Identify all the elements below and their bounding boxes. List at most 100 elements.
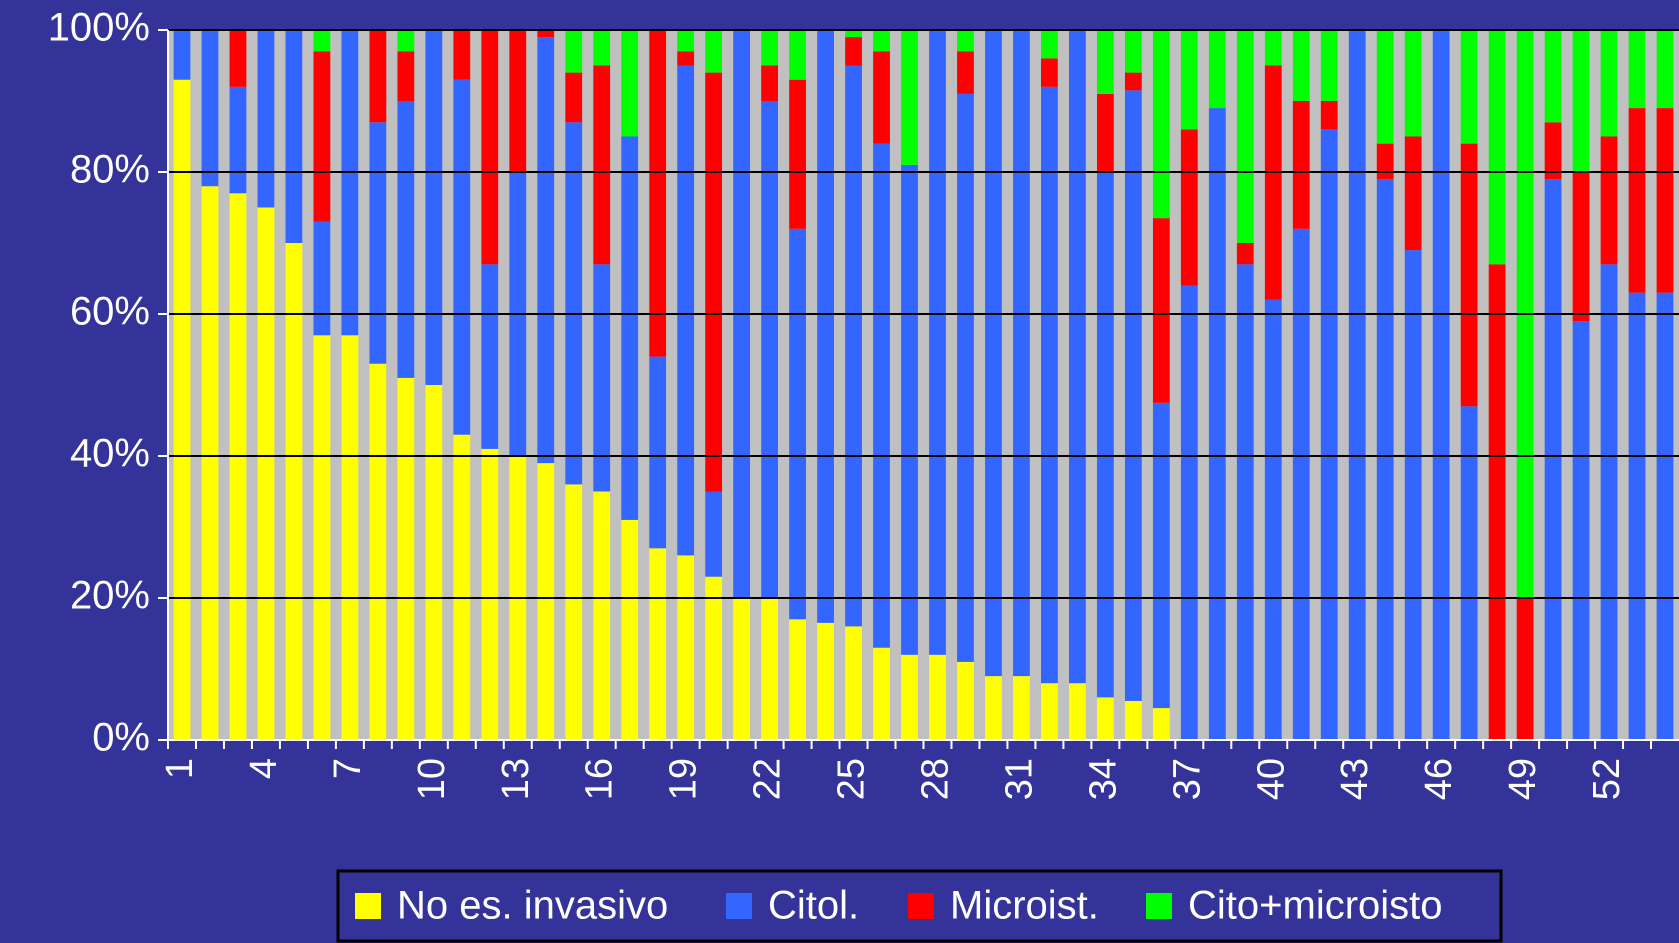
bar-segment [229,86,247,194]
bar-segment [705,491,723,577]
bar-segment [845,626,862,740]
x-tick-label: 19 [663,758,705,800]
bar-segment [929,654,946,740]
legend-label: No es. invasivo [397,884,668,928]
bar-segment [1041,58,1058,87]
bar-segment [1572,321,1590,740]
bar-segment [1320,30,1338,101]
bar-segment [173,30,191,80]
bar-segment [705,576,723,740]
legend-label: Citol. [768,884,859,928]
x-tick-label: 46 [1418,758,1460,800]
bar-segment [565,72,583,123]
bar-segment [1096,93,1114,172]
bar-segment [1292,101,1310,229]
bar-segment [1041,86,1058,684]
bar-segment [1460,406,1478,740]
bar-segment [677,65,695,556]
bar-segment [985,676,1002,740]
bar-segment [1488,264,1506,740]
x-tick-label: 49 [1502,758,1544,800]
bar-segment [537,463,555,740]
bar-segment [565,484,583,740]
bar-segment [481,264,499,449]
bar-segment [677,51,695,66]
bar-segment [1404,250,1422,740]
bar-segment [229,193,247,741]
bar-segment [1264,299,1282,740]
bar-segment [285,30,303,243]
bar-segment [1124,72,1142,91]
bar-segment [369,122,387,364]
bar-segment [397,101,415,378]
bar-segment [1656,292,1674,740]
bar-segment [845,37,862,66]
bar-segment [1544,30,1562,123]
bar-segment [1320,101,1338,130]
bar-segment [1124,30,1142,73]
x-tick-label: 43 [1334,758,1376,800]
bar-segment [1376,30,1394,144]
bar-segment [1488,30,1506,265]
bar-segment [593,491,611,740]
bar-segment [1208,30,1226,109]
bar-segment [1572,172,1590,322]
bar-segment [1404,136,1422,251]
bar-segment [761,30,778,66]
bar-segment [649,356,667,549]
x-tick-label: 13 [495,758,537,800]
bar-segment [1600,136,1618,265]
bar-segment [1208,108,1226,741]
bar-segment [201,30,219,187]
bar-segment [1096,697,1114,740]
bar-segment [201,186,219,740]
bar-segment [789,619,806,740]
bar-segment [313,51,331,222]
bar-segment [901,30,918,165]
bar-segment [1096,30,1114,94]
bar-segment [313,221,331,336]
bar-segment [1628,108,1646,293]
bar-segment [1264,65,1282,300]
bar-segment [929,30,946,655]
bar-segment [229,30,247,87]
bar-segment [481,30,499,265]
y-tick-label: 40% [70,432,150,476]
x-tick-label: 1 [159,758,201,779]
bar-segment [873,143,890,648]
bar-segment [341,335,359,740]
bar-segment [789,228,806,620]
x-tick-label: 16 [579,758,621,800]
legend-swatch [726,893,752,919]
bar-segment [873,647,890,740]
legend-swatch [1146,893,1172,919]
bar-segment [425,30,443,385]
y-tick-label: 80% [70,148,150,192]
x-tick-label: 10 [411,758,453,800]
bar-segment [285,243,303,740]
bar-segment [1124,90,1142,701]
bar-segment [761,65,778,101]
x-tick-label: 22 [747,758,789,800]
bar-segment [761,598,778,740]
legend-swatch [908,893,934,919]
bar-segment [817,622,834,740]
bar-segment [453,79,471,435]
bar-segment [537,37,555,464]
bar-segment [677,555,695,740]
bar-segment [1656,30,1674,109]
bar-segment [957,93,974,662]
bar-segment [1124,700,1142,740]
bar-segment [845,30,862,38]
bar-segment [1432,30,1450,740]
bar-segment [1628,292,1646,740]
bar-segment [1292,228,1310,741]
bar-segment [705,30,723,73]
plot-background [168,30,1679,740]
bar-segment [1600,264,1618,740]
bar-segment [257,207,275,740]
bar-segment [957,661,974,740]
bar-segment [621,30,639,137]
bar-segment [509,30,527,172]
